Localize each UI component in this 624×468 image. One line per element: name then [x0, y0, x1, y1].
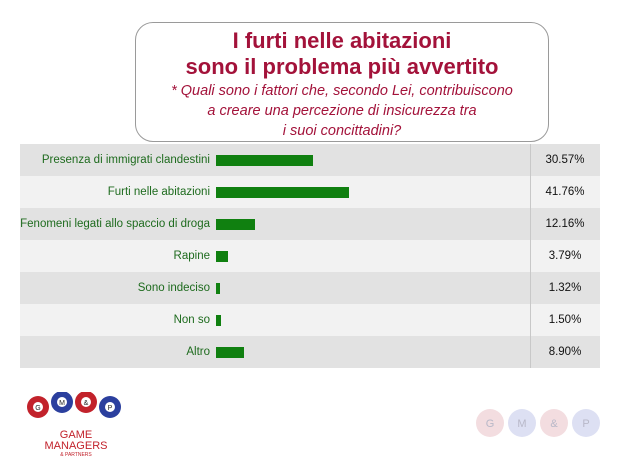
value-label: 12.16% [545, 218, 585, 230]
logo-ball-letter: & [84, 400, 89, 407]
value-label: 41.76% [545, 186, 585, 198]
bar [216, 155, 314, 166]
bar [216, 251, 229, 262]
watermark-ball-letter: M [517, 418, 526, 430]
watermark-ball [508, 409, 536, 437]
chart-row: Sono indeciso 1.32% [20, 272, 600, 304]
category-label: Sono indeciso [137, 282, 210, 294]
title-box: I furti nelle abitazioni sono il problem… [135, 22, 549, 142]
logo-ball-spot [81, 397, 91, 407]
watermark-ball-letter: G [486, 418, 495, 430]
title-line-2: sono il problema più avvertito [185, 54, 499, 79]
category-label: Non so [173, 314, 210, 326]
watermark-ball-letter: & [550, 418, 558, 430]
value-label: 8.90% [548, 346, 582, 358]
category-label: Presenza di immigrati clandestini [41, 154, 210, 166]
bar [216, 315, 221, 326]
watermark-ball [540, 409, 568, 437]
logo-text-partners: & PARTNERS [60, 452, 92, 458]
watermark-ball-letter: P [582, 418, 589, 430]
chart-row: Rapine 3.79% [20, 240, 600, 272]
bar [216, 187, 349, 198]
bar [216, 219, 255, 230]
logo-ball-letter: P [108, 405, 113, 412]
question-line-1: * Quali sono i fattori che, secondo Lei,… [171, 83, 513, 99]
logo-ball-spot [33, 402, 43, 412]
watermark-logo: G M & P [476, 409, 600, 437]
category-label: Furti nelle abitazioni [107, 186, 210, 198]
value-label: 1.50% [548, 314, 582, 326]
column-divider [530, 272, 531, 304]
chart-row: Furti nelle abitazioni 41.76% [20, 176, 600, 208]
column-divider [530, 240, 531, 272]
logo-ball-spot [57, 397, 67, 407]
chart-row: Presenza di immigrati clandestini 30.57% [20, 144, 600, 176]
chart-row: Altro 8.90% [20, 336, 600, 368]
watermark-ball [572, 409, 600, 437]
category-label: Rapine [173, 250, 210, 262]
logo-ball-letter: M [59, 400, 65, 407]
game-managers-logo: G M & P GAME MANAGERS & PARTNERS [27, 392, 121, 458]
category-label: Fenomeni legati allo spaccio di droga [20, 218, 210, 230]
column-divider [530, 336, 531, 368]
logo-text-game: GAME [60, 429, 92, 441]
logo-ball-spot [105, 402, 115, 412]
question-line-3: i suoi concittadini? [282, 123, 402, 139]
value-label: 30.57% [545, 154, 585, 166]
column-divider [530, 176, 531, 208]
value-label: 3.79% [548, 250, 582, 262]
title-line-1: I furti nelle abitazioni [232, 28, 452, 53]
chart-row: Fenomeni legati allo spaccio di droga 12.… [20, 208, 600, 240]
bar-chart-table: Presenza di immigrati clandestini 30.57% F… [20, 144, 600, 368]
logo-ball-letter: G [35, 405, 40, 412]
bar [216, 283, 221, 294]
question-line-2: a creare una percezione di insicurezza t… [207, 103, 477, 119]
logo-text-managers: MANAGERS [45, 440, 108, 452]
category-label: Altro [186, 346, 210, 358]
bar [216, 347, 245, 358]
watermark-ball [476, 409, 504, 437]
column-divider [530, 304, 531, 336]
value-label: 1.32% [548, 282, 582, 294]
chart-row: Non so 1.50% [20, 304, 600, 336]
column-divider [530, 208, 531, 240]
column-divider [530, 144, 531, 176]
